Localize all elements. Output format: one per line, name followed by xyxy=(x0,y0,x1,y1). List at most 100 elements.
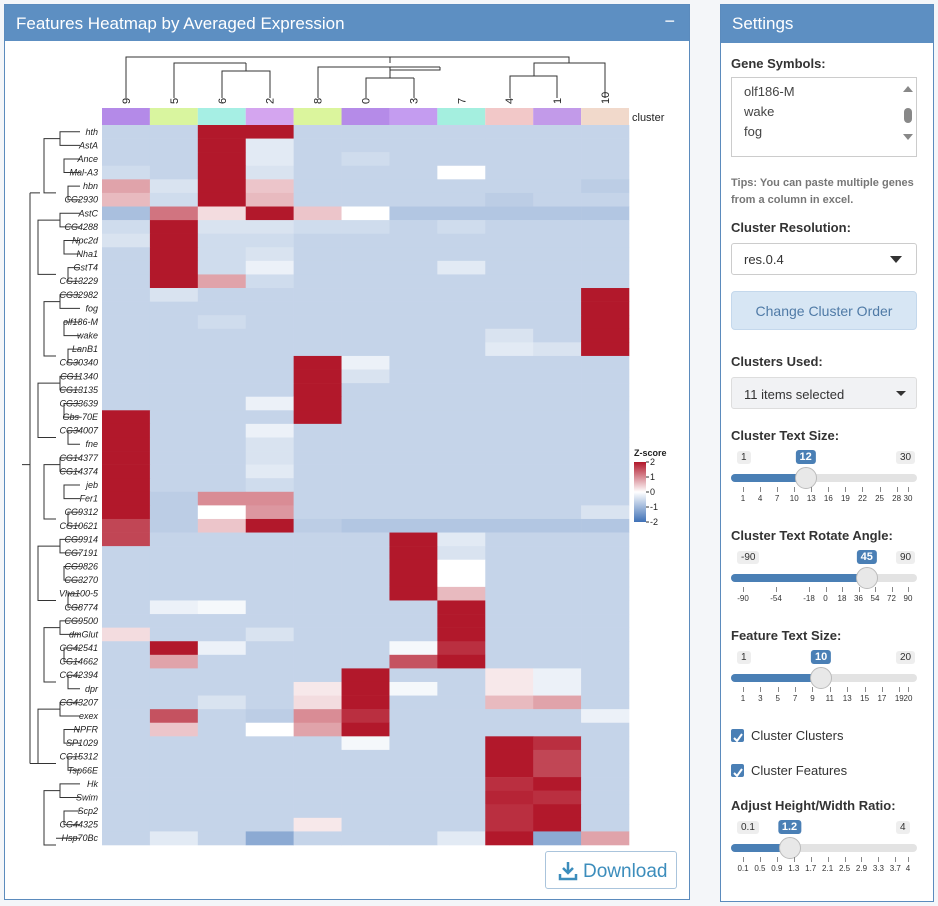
heatmap-cell xyxy=(293,301,342,316)
heatmap-cell xyxy=(197,206,247,221)
heatmap-cell xyxy=(197,804,247,819)
heatmap-cell xyxy=(102,559,151,574)
heatmap-cell xyxy=(149,586,199,601)
heatmap-cell xyxy=(581,559,630,574)
heatmap-cell xyxy=(197,383,247,397)
heatmap-cell xyxy=(149,641,199,656)
heatmap-cell xyxy=(293,451,342,465)
cluster-color xyxy=(245,108,294,125)
checkbox[interactable] xyxy=(731,729,744,743)
heatmap-cell xyxy=(245,777,294,791)
heatmap-cell xyxy=(149,763,199,778)
heatmap-cell xyxy=(437,546,486,561)
heatmap-cell xyxy=(581,152,630,167)
heatmap-cell xyxy=(389,614,438,628)
slider-handle[interactable] xyxy=(810,667,833,689)
heatmap-cell xyxy=(102,233,151,248)
heatmap-cell xyxy=(533,736,582,751)
heatmap-cell xyxy=(245,247,294,262)
heatmap-cell xyxy=(197,668,247,683)
heatmap-cell xyxy=(102,220,151,234)
heatmap-cell xyxy=(149,437,199,452)
row-label: fog xyxy=(85,303,98,313)
heatmap-cell xyxy=(197,478,247,493)
heatmap-cell xyxy=(485,586,534,601)
heatmap-cell xyxy=(341,695,390,710)
heatmap-cell xyxy=(389,817,438,832)
heatmap-cell xyxy=(389,491,438,506)
heatmap-cell xyxy=(581,831,630,846)
heatmap-cell xyxy=(389,654,438,669)
heatmap-cell xyxy=(341,288,390,302)
change-order-button[interactable]: Change Cluster Order xyxy=(731,291,917,330)
legend-title: Z-score xyxy=(634,448,667,458)
heatmap-cell xyxy=(245,641,294,656)
heatmap-cell xyxy=(437,274,486,289)
clusters-used-select[interactable]: 11 items selected xyxy=(731,377,917,409)
heatmap-cell xyxy=(245,831,294,846)
heatmap-cell xyxy=(533,423,582,438)
heatmap-cell xyxy=(149,736,199,751)
row-label: olf186-M xyxy=(63,317,99,327)
heatmap-cell xyxy=(581,192,630,207)
heatmap-cell xyxy=(197,654,247,669)
download-button[interactable]: Download xyxy=(545,851,677,889)
heatmap-cell xyxy=(485,627,534,642)
slider-handle[interactable] xyxy=(855,567,878,589)
heatmap-cell xyxy=(245,125,294,139)
heatmap-cell xyxy=(485,138,534,153)
column-label: 7 xyxy=(456,98,468,104)
heatmap-cell xyxy=(533,464,582,479)
heatmap-cell xyxy=(389,260,438,275)
slider-handle[interactable] xyxy=(778,837,801,859)
heatmap-cell xyxy=(245,206,294,221)
row-label: hth xyxy=(85,127,98,137)
heatmap-cell xyxy=(102,192,151,207)
heatmap-cell xyxy=(293,559,342,574)
legend-tick-label: 1 xyxy=(650,472,655,482)
heatmap-cell xyxy=(581,668,630,683)
checkbox[interactable] xyxy=(731,764,744,778)
heatmap-cell xyxy=(102,546,151,561)
heatmap-cell xyxy=(341,192,390,207)
heatmap-cell xyxy=(485,600,534,615)
heatmap-cell xyxy=(533,355,582,370)
heatmap-cell xyxy=(341,125,390,139)
heatmap-cell xyxy=(102,125,151,139)
heatmap-cell xyxy=(293,532,342,547)
collapse-button[interactable]: − xyxy=(664,11,675,31)
heatmap-cell xyxy=(293,206,342,221)
row-label: jeb xyxy=(85,480,98,490)
heatmap-cell xyxy=(389,641,438,656)
heatmap-cell xyxy=(485,396,534,411)
heatmap-cell xyxy=(197,342,247,357)
row-label: NPFR xyxy=(74,725,99,735)
heatmap-cell xyxy=(102,260,151,275)
heatmap-cell xyxy=(102,274,151,289)
heatmap-cell xyxy=(581,777,630,791)
heatmap-cell xyxy=(581,695,630,710)
heatmap-cell xyxy=(485,192,534,207)
heatmap-cell xyxy=(389,505,438,520)
resolution-select[interactable]: res.0.4 xyxy=(731,243,917,275)
heatmap-cell xyxy=(533,573,582,588)
heatmap-cell xyxy=(485,328,534,343)
heatmap-cell xyxy=(437,138,486,153)
heatmap-cell xyxy=(341,641,390,656)
heatmap-cell xyxy=(341,777,390,791)
heatmap-cell xyxy=(341,369,390,384)
heatmap-cell xyxy=(485,451,534,465)
heatmap-cell xyxy=(437,681,486,696)
heatmap-cell xyxy=(245,709,294,724)
heatmap-cell xyxy=(389,695,438,710)
heatmap-cell xyxy=(533,532,582,547)
row-label: CG9500 xyxy=(64,616,98,626)
slider-handle[interactable] xyxy=(794,467,817,489)
heatmap-cell xyxy=(581,369,630,384)
heatmap-cell xyxy=(245,179,294,194)
heatmap-cell xyxy=(485,220,534,234)
heatmap-cell xyxy=(485,247,534,262)
heatmap-cell xyxy=(389,192,438,207)
heatmap-cell xyxy=(149,233,199,248)
heatmap-cell xyxy=(533,586,582,601)
